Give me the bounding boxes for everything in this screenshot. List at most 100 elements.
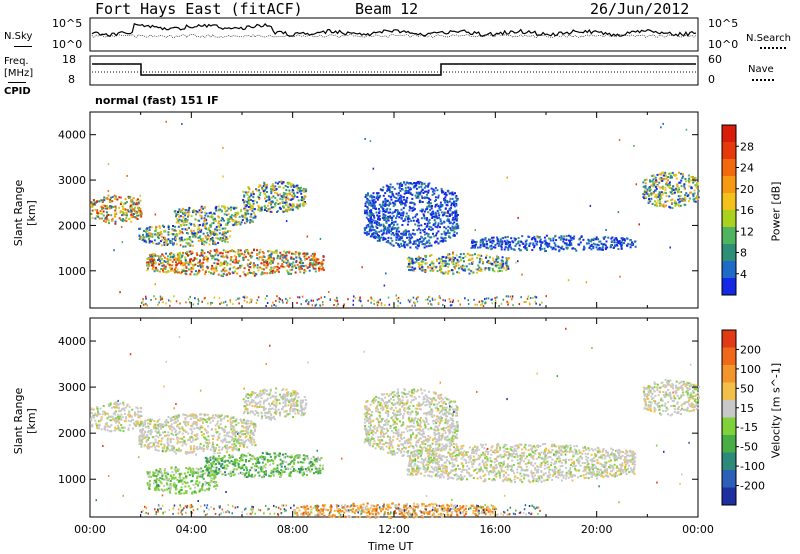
echo-cell	[411, 209, 414, 212]
echo-cell	[138, 416, 141, 419]
echo-cell	[280, 265, 283, 268]
scatter-cell	[481, 303, 483, 305]
echo-cell	[145, 241, 148, 244]
echo-cell	[447, 229, 450, 232]
echo-cell	[245, 422, 248, 425]
echo-cell	[545, 234, 548, 237]
echo-cell	[148, 235, 151, 237]
echo-cell	[270, 416, 273, 419]
echo-cell	[458, 256, 461, 258]
echo-cell	[199, 230, 202, 233]
echo-cell	[448, 192, 451, 195]
speckle-cell	[154, 213, 157, 216]
echo-cell	[151, 268, 154, 271]
echo-cell	[303, 407, 306, 410]
echo-cell	[385, 184, 388, 187]
echo-cell	[220, 448, 223, 451]
echo-cell	[242, 256, 245, 259]
echo-cell	[364, 229, 367, 231]
echo-cell	[280, 180, 283, 183]
echo-cell	[371, 204, 374, 207]
echo-cell	[142, 429, 144, 431]
echo-cell	[415, 220, 418, 222]
echo-cell	[252, 207, 255, 210]
echo-cell	[386, 199, 389, 202]
echo-cell	[265, 200, 268, 203]
echo-cell	[449, 236, 452, 239]
echo-cell	[373, 229, 376, 231]
echo-cell	[213, 233, 216, 236]
echo-cell	[179, 260, 182, 263]
echo-cell	[496, 236, 498, 239]
echo-cell	[216, 431, 218, 434]
echo-cell	[266, 199, 269, 202]
echo-cell	[369, 235, 372, 238]
echo-cell	[191, 423, 194, 426]
echo-cell	[524, 245, 527, 248]
echo-cell	[386, 203, 388, 206]
echo-cell	[120, 413, 123, 416]
echo-cell	[263, 272, 266, 275]
echo-cell	[450, 192, 453, 195]
echo-cell	[387, 211, 390, 214]
scatter-cell	[442, 299, 444, 302]
echo-cell	[164, 420, 167, 423]
echo-cell	[507, 265, 510, 268]
echo-cell	[122, 213, 125, 216]
echo-cell	[372, 231, 375, 234]
echo-cell	[463, 265, 466, 268]
echo-cell	[320, 268, 323, 271]
echo-cell	[433, 192, 436, 195]
scatter-cell	[160, 298, 162, 301]
echo-cell	[275, 188, 278, 191]
echo-cell	[182, 245, 185, 248]
echo-cell	[453, 204, 455, 207]
echo-cell	[215, 207, 217, 210]
echo-cell	[105, 211, 108, 214]
echo-cell	[412, 208, 415, 211]
echo-cell	[428, 200, 430, 203]
echo-cell	[214, 424, 217, 427]
echo-cell	[448, 200, 451, 203]
echo-cell	[153, 239, 156, 242]
echo-cell	[251, 436, 254, 439]
scatter-cell	[427, 302, 430, 305]
scatter-cell	[250, 300, 253, 303]
echo-cell	[251, 209, 254, 212]
echo-cell	[375, 232, 378, 235]
echo-cell	[387, 215, 389, 218]
echo-cell	[122, 401, 125, 404]
echo-cell	[230, 424, 233, 427]
echo-cell	[270, 270, 273, 272]
echo-cell	[143, 239, 146, 242]
echo-cell	[554, 245, 557, 248]
echo-cell	[402, 207, 405, 210]
echo-cell	[179, 441, 182, 444]
echo-cell	[111, 200, 114, 203]
echo-cell	[429, 264, 432, 266]
echo-cell	[211, 419, 214, 422]
echo-cell	[683, 188, 686, 191]
echo-cell	[650, 192, 653, 195]
echo-cell	[142, 425, 145, 427]
echo-cell	[249, 221, 251, 224]
echo-cell	[569, 239, 571, 242]
echo-cell	[235, 440, 238, 443]
echo-cell	[273, 188, 276, 191]
echo-cell	[422, 260, 425, 263]
scatter-cell	[229, 300, 232, 303]
scatter-cell	[310, 299, 313, 302]
echo-cell	[157, 425, 160, 428]
echo-cell	[291, 188, 294, 191]
echo-cell	[225, 269, 228, 272]
echo-cell	[455, 195, 458, 197]
echo-cell	[190, 447, 192, 449]
beam-label: Beam 12	[355, 0, 419, 18]
echo-cell	[369, 226, 372, 229]
echo-cell	[479, 254, 482, 257]
echo-cell	[378, 203, 381, 206]
echo-cell	[421, 188, 424, 191]
echo-cell	[439, 201, 442, 204]
echo-cell	[274, 408, 277, 411]
echo-cell	[208, 252, 211, 255]
